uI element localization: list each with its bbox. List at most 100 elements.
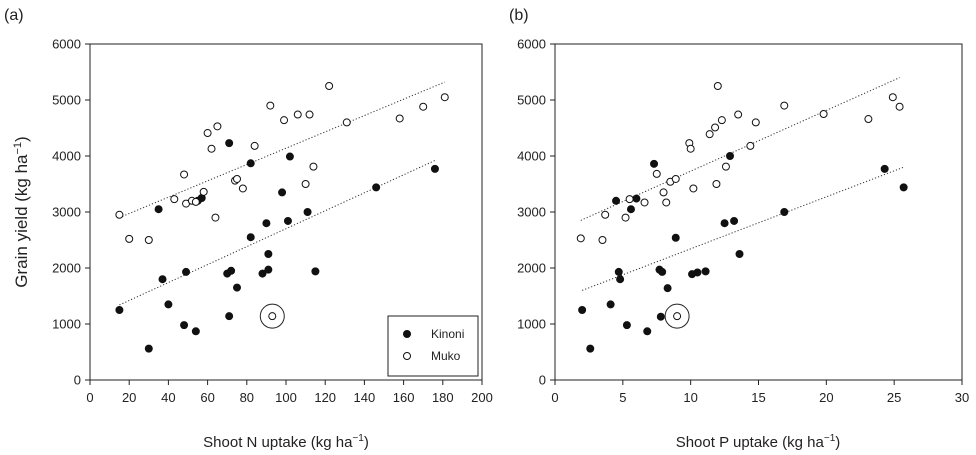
- panel-b-x-tick-label: 0: [551, 390, 558, 405]
- panel-b-x-tick-label: 25: [887, 390, 901, 405]
- panel-b-point-kinoni: [612, 196, 621, 205]
- panel-b-point-kinoni: [899, 183, 908, 192]
- panel-a-point-muko: [170, 195, 179, 204]
- panel-a-trendline-muko: [119, 81, 445, 219]
- panel-a-point-muko: [280, 116, 289, 125]
- panel-a-point-kinoni: [164, 300, 173, 309]
- panel-a-point-muko: [203, 129, 212, 138]
- panel-b-y-tick-label: 1000: [517, 317, 546, 332]
- panel-b-point-kinoni: [626, 205, 635, 214]
- panel-b-point-muko: [717, 116, 726, 125]
- legend: Kinoni Muko: [387, 315, 479, 377]
- panel-a-point-kinoni: [144, 344, 153, 353]
- panel-a-point-muko: [395, 114, 404, 123]
- panel-a-x-tick-label: 40: [161, 390, 175, 405]
- panel-a-point-muko: [250, 141, 259, 150]
- panel-b-point-kinoni: [663, 284, 672, 293]
- panel-a-point-kinoni: [372, 183, 381, 192]
- panel-b-x-axis-label: Shoot P uptake (kg ha−1): [676, 433, 841, 451]
- panel-a-point-kinoni: [278, 188, 287, 197]
- panel-a-x-tick-label: 140: [354, 390, 376, 405]
- panel-b-point-kinoni: [726, 152, 735, 160]
- panel-a-point-muko: [293, 110, 302, 119]
- panel-a-point-muko: [309, 162, 318, 171]
- panel-a-point-muko: [266, 101, 275, 110]
- panel-a-point-muko: [440, 93, 449, 102]
- panel-b-point-kinoni: [730, 216, 739, 225]
- panel-b-point-kinoni: [606, 300, 615, 309]
- panel-b-point-muko: [673, 312, 682, 321]
- panel-b-point-kinoni: [701, 267, 710, 276]
- panel-b-point-muko: [819, 110, 828, 118]
- panel-a-point-kinoni: [233, 283, 241, 292]
- panel-a-point-muko: [325, 82, 334, 90]
- panel-a-point-kinoni: [303, 208, 312, 216]
- panel-b-point-kinoni: [720, 219, 729, 228]
- panel-b-point-muko: [689, 184, 698, 193]
- panel-b-point-muko: [713, 82, 722, 90]
- panel-a-point-muko: [211, 213, 220, 222]
- panel-a-x-tick-label: 0: [86, 390, 93, 405]
- panel-a-x-tick-label: 100: [275, 390, 297, 405]
- panel-b-point-muko: [712, 180, 721, 188]
- panel-b-point-kinoni: [614, 267, 623, 276]
- panel-a-x-tick-label: 20: [122, 390, 136, 405]
- panel-b-circled-point-marker: [664, 303, 690, 329]
- panel-a-point-kinoni: [225, 312, 234, 321]
- panel-b-point-muko: [671, 174, 680, 183]
- panel-a-point-muko: [180, 170, 189, 179]
- panel-a-point-kinoni: [311, 267, 320, 276]
- panel-b-x-tick-label: 20: [819, 390, 833, 405]
- panel-a-y-tick-label: 3000: [52, 205, 81, 220]
- panel-a-point-kinoni: [191, 327, 200, 336]
- panel-a-x-tick-label: 160: [393, 390, 415, 405]
- panel-b-point-muko: [598, 236, 607, 244]
- panel-b-point-kinoni: [735, 250, 744, 258]
- panel-a-point-muko: [144, 236, 153, 244]
- panel-b-point-muko: [705, 130, 714, 139]
- panel-a-point-muko: [191, 197, 200, 206]
- panel-a-trendline-kinoni: [119, 160, 436, 306]
- panel-b-trendline-kinoni: [581, 166, 904, 291]
- panel-b-point-kinoni: [671, 233, 680, 242]
- panel-a: (a) 0 20 40 60 80 100 120 140 160 180 200010002000…: [4, 7, 493, 451]
- panel-b-point-muko: [721, 162, 730, 171]
- panel-b-point-muko: [659, 188, 668, 197]
- panel-b-y-tick-label: 2000: [517, 261, 546, 276]
- panel-a-point-kinoni: [264, 265, 273, 274]
- panel-b-point-muko: [601, 210, 610, 219]
- panel-a-y-tick-label: 6000: [52, 37, 81, 52]
- legend-muko-marker: [403, 352, 411, 360]
- panel-b-point-kinoni: [616, 275, 625, 284]
- panel-b-point-muko: [686, 144, 695, 153]
- panel-a-point-muko: [305, 110, 314, 119]
- legend-kinoni-marker: [403, 330, 411, 338]
- panel-b-trendlines: [580, 77, 904, 291]
- panel-a-point-kinoni: [246, 233, 255, 242]
- panel-b-point-kinoni: [578, 306, 587, 314]
- panel-a-point-muko: [233, 174, 241, 183]
- panel-b-point-kinoni: [656, 312, 665, 321]
- panel-a-point-muko: [213, 122, 222, 131]
- panel-b-point-kinoni: [586, 344, 595, 353]
- panel-b-point-muko: [576, 234, 585, 243]
- panel-b-point-muko: [734, 110, 743, 119]
- panel-a-point-kinoni: [264, 250, 273, 258]
- panel-a-y-tick-label: 0: [74, 373, 81, 388]
- panel-a-circled-point-marker: [259, 303, 285, 329]
- panel-b-plot-frame: [554, 43, 963, 381]
- panel-b-y-tick-label: 3000: [517, 205, 546, 220]
- panel-a-point-kinoni: [285, 152, 294, 161]
- panel-a-point-kinoni: [262, 219, 271, 228]
- panel-a-point-kinoni: [180, 321, 189, 330]
- panel-a-point-muko: [115, 210, 124, 219]
- panel-a-trendlines: [119, 81, 445, 306]
- legend-kinoni-label: Kinoni: [431, 327, 464, 341]
- panel-b-point-kinoni: [632, 194, 641, 203]
- panel-a-y-tick-label: 1000: [52, 317, 81, 332]
- panel-a-point-muko: [342, 118, 351, 127]
- panel-b: (b) 0 5 10 15 20 25 30 0 1000 2000 3000 4000 5000 600…: [509, 7, 969, 451]
- panel-b-point-muko: [895, 102, 904, 111]
- panel-b-point-kinoni: [880, 164, 889, 173]
